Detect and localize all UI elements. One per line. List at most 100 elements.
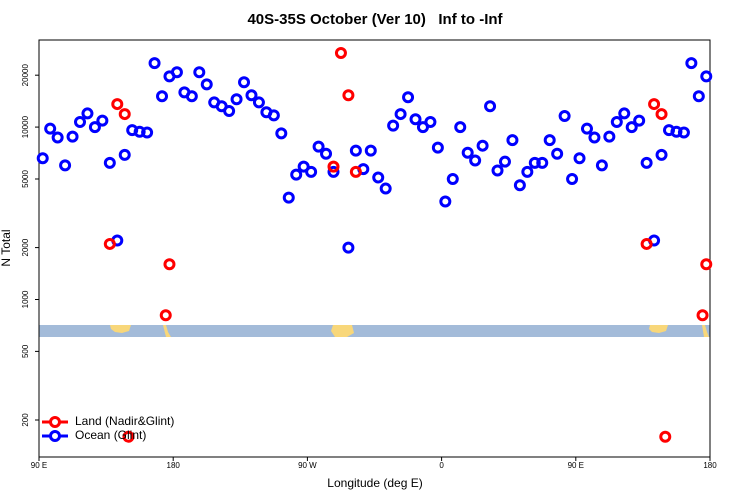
point xyxy=(44,122,57,135)
point xyxy=(334,46,347,59)
point xyxy=(387,119,400,132)
point xyxy=(305,165,318,178)
point xyxy=(558,109,571,122)
point xyxy=(267,109,280,122)
point xyxy=(573,152,586,165)
point xyxy=(618,107,631,120)
point xyxy=(506,134,519,147)
point xyxy=(163,258,176,271)
point xyxy=(193,66,206,79)
series xyxy=(36,57,713,254)
y-tick-label: 1000 xyxy=(21,290,30,308)
x-tick-label: 90 W xyxy=(298,461,317,470)
legend-marker xyxy=(49,430,61,442)
point xyxy=(290,168,303,181)
series xyxy=(103,46,713,443)
point xyxy=(148,57,161,70)
y-tick-label: 200 xyxy=(21,413,30,427)
point xyxy=(111,98,124,111)
point xyxy=(700,70,713,83)
point xyxy=(59,159,72,172)
point xyxy=(170,66,183,79)
point xyxy=(659,430,672,443)
point xyxy=(36,152,49,165)
point xyxy=(159,309,172,322)
point xyxy=(648,98,661,111)
plot-frame xyxy=(38,39,711,458)
legend-label: Ocean (Glint) xyxy=(75,428,146,442)
point xyxy=(342,241,355,254)
point xyxy=(245,89,258,102)
point xyxy=(409,113,422,126)
point xyxy=(588,131,601,144)
y-tick-label: 2000 xyxy=(21,238,30,256)
point xyxy=(275,127,288,140)
point xyxy=(372,171,385,184)
point xyxy=(521,165,534,178)
point xyxy=(379,182,392,195)
point xyxy=(595,159,608,172)
point xyxy=(625,121,638,134)
x-tick-label: 0 xyxy=(439,461,444,470)
y-tick-label: 5000 xyxy=(21,170,30,188)
y-tick-label: 10000 xyxy=(21,115,30,138)
point xyxy=(342,89,355,102)
y-tick-label: 500 xyxy=(21,344,30,358)
point xyxy=(223,104,236,117)
point xyxy=(633,114,646,127)
point xyxy=(461,146,474,159)
y-tick-label: 20000 xyxy=(21,64,30,87)
point xyxy=(484,100,497,113)
point xyxy=(655,148,668,161)
map-strip xyxy=(39,325,710,337)
point xyxy=(297,160,310,173)
x-tick-label: 180 xyxy=(167,461,181,470)
point xyxy=(640,237,653,250)
point xyxy=(536,156,549,169)
point xyxy=(685,57,698,70)
point xyxy=(327,160,340,173)
point xyxy=(580,122,593,135)
point xyxy=(431,141,444,154)
chart-title: 40S-35S October (Ver 10) Inf to -Inf xyxy=(247,11,503,28)
point xyxy=(349,144,362,157)
point xyxy=(51,131,64,144)
x-axis-label: Longitude (deg E) xyxy=(327,476,422,490)
point xyxy=(696,309,709,322)
point xyxy=(118,148,131,161)
y-axis-label: N Total xyxy=(0,229,13,266)
point xyxy=(282,191,295,204)
point xyxy=(118,108,131,121)
point xyxy=(610,116,623,129)
point xyxy=(439,195,452,208)
point xyxy=(446,172,459,185)
point xyxy=(469,154,482,167)
point xyxy=(66,130,79,143)
point xyxy=(498,155,511,168)
point xyxy=(141,126,154,139)
point xyxy=(320,147,333,160)
point xyxy=(185,90,198,103)
point xyxy=(551,147,564,160)
point xyxy=(81,107,94,120)
point xyxy=(252,96,265,109)
point xyxy=(543,134,556,147)
point xyxy=(103,156,116,169)
point xyxy=(454,121,467,134)
point xyxy=(566,172,579,185)
legend-label: Land (Nadir&Glint) xyxy=(75,414,174,428)
point xyxy=(692,90,705,103)
point xyxy=(96,114,109,127)
point xyxy=(640,156,653,169)
point xyxy=(513,179,526,192)
point xyxy=(122,430,135,443)
point xyxy=(655,108,668,121)
point xyxy=(528,156,541,169)
point xyxy=(700,258,713,271)
point xyxy=(677,126,690,139)
point xyxy=(476,139,489,152)
point xyxy=(200,78,213,91)
point xyxy=(491,164,504,177)
point xyxy=(603,130,616,143)
